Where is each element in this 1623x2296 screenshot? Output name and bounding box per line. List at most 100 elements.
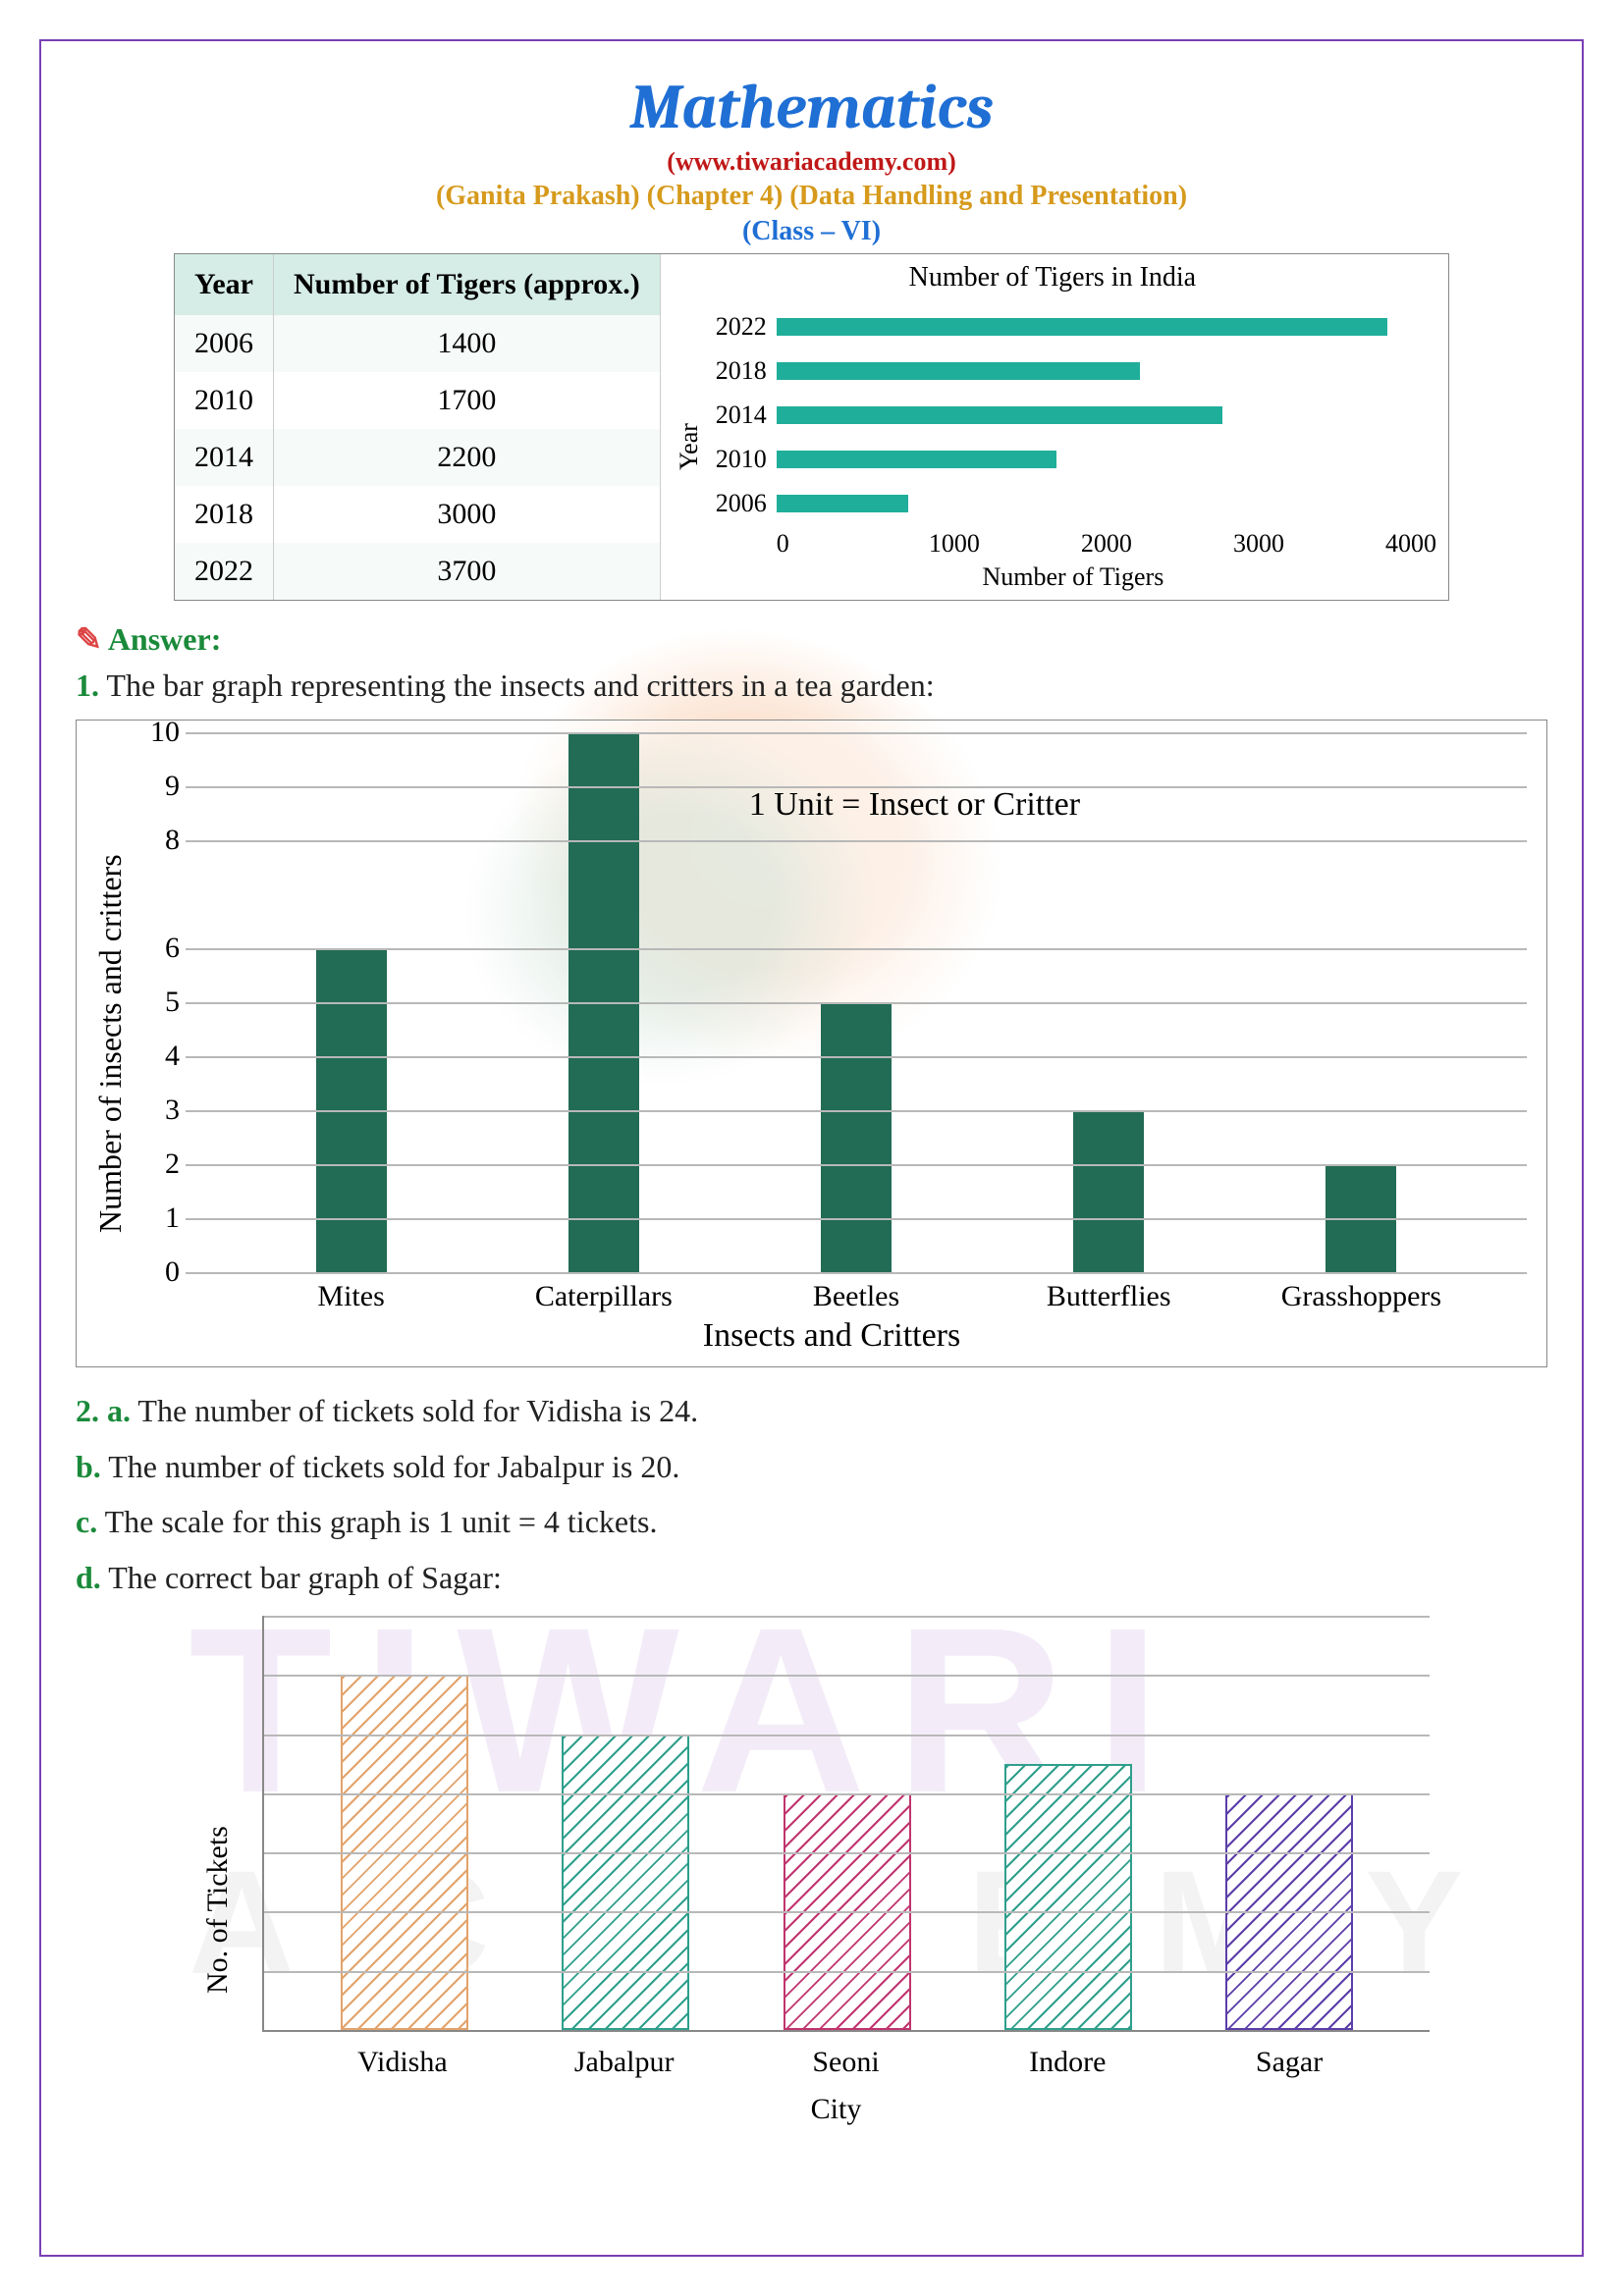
insects-ylabel: Number of insects and critters [84,732,136,1355]
tigers-cell: 2022 [175,543,274,600]
insects-xtick: Butterflies [983,1280,1235,1313]
q2b-body: The number of tickets sold for Jabalpur … [101,1449,680,1484]
tigers-cell: 1700 [274,372,661,429]
insects-chart: Number of insects and critters 1 Unit = … [76,720,1547,1367]
tickets-ylabel: No. of Tickets [193,1616,243,2126]
tigers-bar-label: 2014 [710,400,777,430]
insects-ytick: 8 [140,824,180,857]
website-line: (www.tiwariacademy.com) [76,147,1547,177]
tigers-xtick: 2000 [1081,529,1233,559]
insects-gridline [186,732,1527,734]
insects-xtick: Grasshoppers [1235,1280,1488,1313]
tigers-bar [777,362,1140,380]
insects-gridline [186,1272,1527,1274]
q1-text: 1. The bar graph representing the insect… [76,664,1547,708]
page-border: TIWARI ACADEMY Mathematics (www.tiwariac… [39,39,1584,2257]
tigers-xtick: 3000 [1233,529,1385,559]
insects-xtick: Mites [225,1280,477,1313]
tickets-gridline [264,1793,1430,1795]
tigers-xlabel: Number of Tigers [710,562,1436,592]
insects-ytick: 4 [140,1040,180,1073]
tigers-panel: Year Number of Tigers (approx.) 20061400… [174,253,1449,601]
insects-ytick: 9 [140,770,180,803]
insects-ytick: 2 [140,1148,180,1181]
tigers-table: Year Number of Tigers (approx.) 20061400… [175,254,661,600]
q2d-label: d. [76,1560,101,1595]
tigers-bar-row: 2010 [710,441,1436,478]
tigers-bar-row: 2018 [710,352,1436,390]
tickets-gridline [264,1616,1430,1618]
tickets-bars [264,1616,1430,2030]
q2a: 2. a. The number of tickets sold for Vid… [76,1389,1547,1433]
q2c: c. The scale for this graph is 1 unit = … [76,1500,1547,1544]
answer-text: Answer: [108,621,222,657]
tigers-bar-label: 2010 [710,445,777,474]
tickets-xlabel: City [243,2093,1430,2126]
tickets-bar [562,1735,689,2030]
insects-ytick: 3 [140,1094,180,1127]
q2c-body: The scale for this graph is 1 unit = 4 t… [97,1504,657,1539]
tigers-col-year: Year [175,254,274,315]
insects-xticks: MitesCaterpillarsBeetlesButterfliesGrass… [186,1272,1527,1313]
insects-gridline [186,948,1527,950]
tickets-grid [262,1616,1430,2032]
q2c-label: c. [76,1504,97,1539]
tigers-bar-label: 2018 [710,356,777,386]
tigers-bar-row: 2006 [710,485,1436,522]
tickets-gridline [264,1675,1430,1677]
tigers-xtick: 0 [777,529,929,559]
tigers-chart: Number of Tigers in India Year 202220182… [661,254,1448,600]
answer-label: ✎Answer: [76,620,1547,658]
tickets-gridline [264,1852,1430,1854]
q1-num: 1. [76,667,99,703]
insects-gridline [186,1164,1527,1166]
tigers-bar-track [777,495,1436,512]
insects-ytick: 0 [140,1255,180,1289]
tigers-cell: 1400 [274,315,661,372]
class-line: (Class – VI) [76,216,1547,247]
tigers-bar-row: 2014 [710,397,1436,434]
insects-xtick: Beetles [730,1280,982,1313]
q2a-label: a. [107,1393,131,1428]
tickets-xtick: Sagar [1178,2046,1400,2079]
tickets-xtick: Indore [956,2046,1178,2079]
insects-ytick: 1 [140,1201,180,1235]
q2a-body: The number of tickets sold for Vidisha i… [131,1393,698,1428]
tickets-xtick: Seoni [735,2046,957,2079]
tigers-col-count: Number of Tigers (approx.) [274,254,661,315]
q1-body: The bar graph representing the insects a… [99,667,935,703]
tigers-cell: 2014 [175,429,274,486]
insects-bar [821,1002,892,1272]
tickets-xtick: Jabalpur [514,2046,735,2079]
q2d: d. The correct bar graph of Sagar: [76,1556,1547,1600]
q2d-body: The correct bar graph of Sagar: [101,1560,502,1595]
insects-ytick: 6 [140,932,180,965]
tigers-bar-track [777,406,1436,424]
tigers-bar [777,451,1057,468]
tigers-cell: 3700 [274,543,661,600]
tigers-xtick: 1000 [929,529,1081,559]
tigers-xtick: 4000 [1385,529,1436,559]
tigers-cell: 2006 [175,315,274,372]
insects-ytick: 10 [140,716,180,749]
tigers-cell: 2010 [175,372,274,429]
tigers-bar [777,495,908,512]
tickets-chart: No. of Tickets VidishaJabalpurSeoniIndor… [193,1616,1430,2126]
tigers-cell: 2018 [175,486,274,543]
pencil-icon: ✎ [76,621,102,657]
tickets-bar [1004,1764,1132,2030]
tigers-bar-track [777,362,1436,380]
q2b-label: b. [76,1449,101,1484]
tigers-bar-track [777,318,1436,336]
tickets-gridline [264,1735,1430,1736]
insects-xtick: Caterpillars [477,1280,730,1313]
tigers-bars: 2022 2018 2014 2010 2006 [710,301,1436,529]
insects-gridline [186,1218,1527,1220]
insects-bar [1073,1110,1144,1272]
tigers-chart-title: Number of Tigers in India [669,262,1436,294]
tigers-bar [777,406,1222,424]
q2-num: 2. [76,1393,99,1428]
insects-grid: 1 Unit = Insect or Critter 01234568910 [186,732,1527,1272]
insects-gridline [186,1110,1527,1112]
tigers-bar-label: 2022 [710,312,777,342]
